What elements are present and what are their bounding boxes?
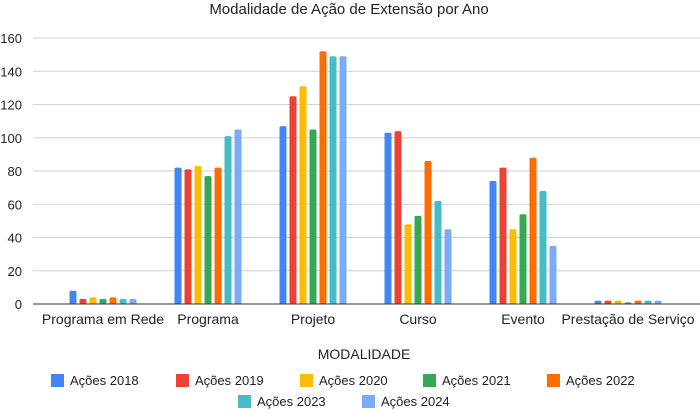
bar-3-4 [404, 224, 412, 304]
legend-item: Ações 2018 [51, 373, 139, 388]
bar-7-6 [654, 300, 662, 304]
bar-6-2 [224, 136, 232, 304]
bar-6-4 [434, 200, 442, 304]
x-axis-title: MODALIDADE [318, 346, 411, 362]
bar-2-4 [394, 131, 402, 304]
legend-label: Ações 2022 [566, 373, 635, 388]
bar-4-2 [204, 175, 212, 304]
bar-5-2 [214, 167, 222, 304]
y-tick-label: 60 [8, 197, 22, 212]
legend-label: Ações 2024 [381, 394, 450, 409]
bar-3-2 [194, 166, 202, 304]
bar-3-6 [614, 300, 622, 304]
legend: Ações 2018 Ações 2019 Ações 2020 Ações 2021… [51, 373, 635, 409]
bar-5-3 [319, 51, 327, 304]
bar-2-3 [289, 96, 297, 304]
bar-5-4 [424, 161, 432, 304]
category-label: Projeto [291, 311, 336, 327]
legend-item: Ações 2020 [300, 373, 388, 388]
bar-4-1 [99, 299, 107, 304]
bar-1-5 [489, 180, 497, 304]
bar-5-5 [529, 157, 537, 304]
bar-5-6 [634, 300, 642, 304]
bar-7-1 [129, 299, 137, 304]
y-tick-label: 40 [8, 231, 22, 246]
bar-4-3 [309, 129, 317, 304]
legend-swatch [51, 374, 64, 387]
legend-label: Ações 2023 [257, 394, 326, 409]
bar-2-1 [79, 299, 87, 304]
bar-2-2 [184, 169, 192, 304]
bar-3-3 [299, 86, 307, 305]
legend-label: Ações 2020 [319, 373, 388, 388]
category-labels: Programa em Rede Programa Projeto Curso Even… [42, 311, 695, 327]
bar-7-5 [549, 245, 557, 304]
legend-swatch [362, 395, 375, 408]
y-tick-label: 140 [0, 64, 22, 79]
bar-6-5 [539, 190, 547, 304]
bar-3-1 [89, 297, 97, 304]
bar-1-1 [69, 290, 77, 304]
gridlines [33, 37, 700, 272]
bar-2-6 [604, 300, 612, 304]
bar-4-5 [519, 214, 527, 304]
legend-item: Ações 2019 [176, 373, 264, 388]
bar-6-1 [119, 299, 127, 304]
category-label: Programa [177, 311, 239, 327]
bar-7-2 [234, 129, 242, 304]
bar-3-5 [509, 229, 517, 304]
category-label: Programa em Rede [42, 311, 164, 327]
legend-swatch [423, 374, 436, 387]
category-label: Curso [399, 311, 437, 327]
bar-6-6 [644, 300, 652, 304]
legend-swatch [238, 395, 251, 408]
chart-title: Modalidade de Ação de Extensão por Ano [209, 1, 488, 18]
legend-label: Ações 2018 [70, 373, 139, 388]
category-label: Evento [501, 311, 545, 327]
legend-label: Ações 2019 [195, 373, 264, 388]
legend-item: Ações 2024 [362, 394, 450, 409]
bar-7-3 [339, 56, 347, 304]
bar-4-4 [414, 215, 422, 304]
bar-1-2 [174, 167, 182, 304]
bar-7-4 [444, 229, 452, 304]
legend-item: Ações 2023 [238, 394, 326, 409]
legend-swatch [176, 374, 189, 387]
legend-swatch [547, 374, 560, 387]
legend-swatch [300, 374, 313, 387]
category-label: Prestação de Serviço [561, 311, 694, 327]
y-tick-label: 80 [8, 164, 22, 179]
y-tick-label: 0 [15, 297, 22, 312]
legend-item: Ações 2022 [547, 373, 635, 388]
bar-1-4 [384, 132, 392, 304]
legend-item: Ações 2021 [423, 373, 511, 388]
bar-2-5 [499, 167, 507, 304]
y-tick-label: 160 [0, 31, 22, 46]
bar-6-3 [329, 56, 337, 304]
y-tick-label: 120 [0, 98, 22, 113]
y-axis-ticks: 0 20 40 60 80 100 120 140 160 [0, 31, 22, 312]
y-tick-label: 100 [0, 131, 22, 146]
y-tick-label: 20 [8, 264, 22, 279]
legend-label: Ações 2021 [442, 373, 511, 388]
bar-5-1 [109, 297, 117, 304]
bar-1-3 [279, 126, 287, 304]
bars [69, 51, 662, 305]
bar-1-6 [594, 300, 602, 304]
